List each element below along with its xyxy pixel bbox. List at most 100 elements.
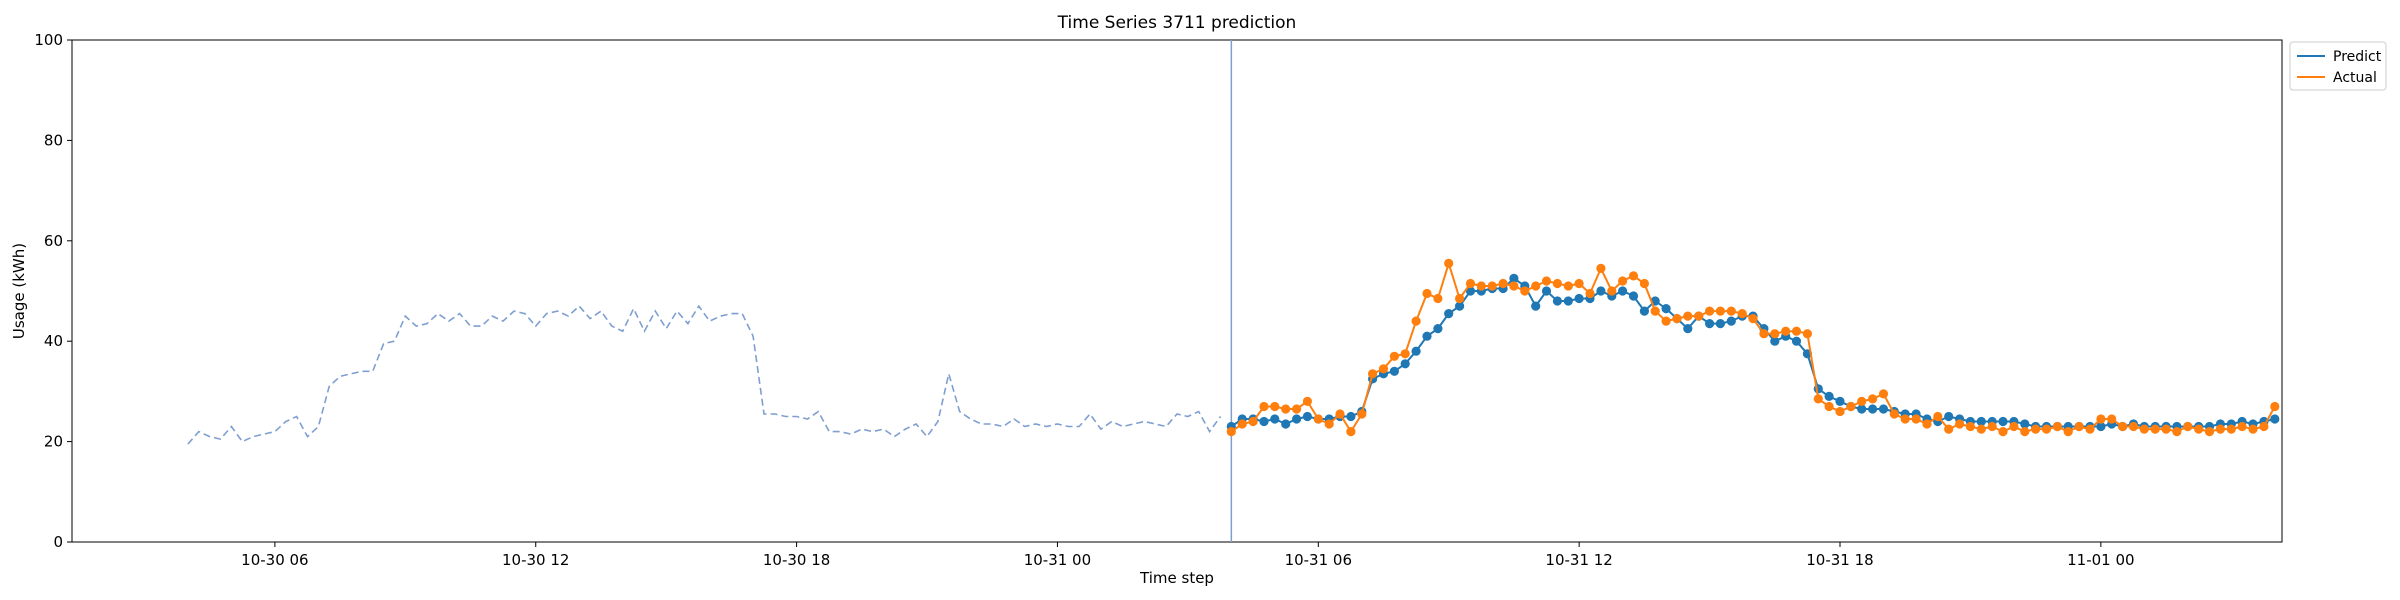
actual-point — [2118, 421, 2128, 432]
actual-point — [1737, 309, 1747, 319]
predict-point — [1281, 419, 1291, 429]
actual-point — [1846, 401, 1856, 412]
predict-point — [1998, 416, 2008, 427]
actual-point — [1868, 394, 1878, 404]
actual-point — [1944, 424, 1954, 434]
actual-point — [1378, 364, 1389, 374]
legend-actual-label: Actual — [2333, 70, 2377, 86]
chart-title: Time Series 3711 prediction — [1057, 13, 1297, 33]
predict-point — [1465, 286, 1476, 296]
predict-point — [1509, 273, 1519, 283]
actual-point — [1802, 329, 1812, 339]
predict-point — [1705, 319, 1715, 329]
actual-point — [1813, 394, 1823, 404]
predict-point — [1292, 414, 1302, 424]
predict-point — [1596, 286, 1606, 296]
predict-point — [1433, 324, 1443, 334]
actual-point — [1509, 281, 1519, 291]
actual-point — [1878, 389, 1889, 399]
actual-point — [1292, 404, 1302, 414]
actual-point — [1715, 306, 1725, 316]
actual-point — [1791, 326, 1802, 336]
y-tick-label: 100 — [34, 31, 63, 49]
predict-point — [1400, 359, 1410, 369]
actual-point — [2052, 421, 2062, 432]
actual-point — [1357, 409, 1367, 419]
actual-point — [1965, 421, 1975, 432]
legend-predict-label: Predict — [2333, 49, 2382, 65]
actual-line — [1230, 260, 2276, 434]
actual-point — [2172, 427, 2182, 437]
actual-point — [1683, 311, 1693, 321]
actual-point — [1781, 326, 1791, 336]
actual-point — [1618, 276, 1628, 286]
actual-point — [1759, 329, 1769, 339]
actual-point — [1324, 419, 1334, 429]
actual-point — [1444, 258, 1454, 268]
predict-line — [1230, 277, 2276, 428]
actual-point — [2041, 424, 2052, 434]
actual-point — [2009, 421, 2019, 432]
actual-point — [2248, 424, 2258, 434]
x-tick-label: 10-30 18 — [763, 551, 830, 569]
actual-point — [2031, 424, 2041, 434]
actual-point — [1705, 306, 1715, 316]
actual-point — [1541, 276, 1552, 286]
actual-point — [2063, 427, 2073, 437]
predict-point — [1574, 293, 1584, 304]
predict-point — [1770, 336, 1780, 346]
predict-point — [1259, 416, 1269, 427]
plot-layer — [187, 40, 2280, 542]
actual-point — [2128, 421, 2139, 432]
actual-point — [2020, 427, 2030, 437]
actual-point — [2107, 414, 2117, 424]
actual-point — [1520, 286, 1530, 296]
actual-series — [1226, 258, 2280, 437]
predict-point — [1857, 404, 1867, 414]
predict-point — [1563, 296, 1573, 306]
predict-point — [1618, 286, 1628, 296]
x-tick-label: 11-01 00 — [2067, 551, 2134, 569]
actual-point — [2204, 427, 2215, 437]
predict-point — [1878, 404, 1889, 414]
actual-point — [1639, 278, 1649, 289]
actual-point — [1346, 427, 1356, 437]
predict-point — [1683, 324, 1693, 334]
y-tick-label: 80 — [44, 131, 63, 149]
actual-point — [2259, 421, 2269, 432]
predict-point — [1455, 301, 1465, 311]
actual-point — [1585, 288, 1595, 299]
history-line — [187, 304, 1222, 445]
actual-point — [1563, 281, 1573, 291]
y-tick-label: 20 — [44, 433, 63, 451]
actual-point — [1955, 419, 1965, 429]
actual-point — [1889, 409, 1899, 419]
actual-point — [1422, 288, 1432, 299]
actual-point — [1552, 278, 1562, 289]
predict-point — [1944, 411, 1954, 422]
actual-point — [2139, 424, 2149, 434]
predict-point — [1976, 416, 1986, 427]
predict-point — [1824, 391, 1834, 401]
actual-point — [1498, 278, 1508, 289]
actual-point — [2183, 421, 2193, 432]
y-tick-label: 60 — [44, 232, 63, 250]
y-axis: 0 20 40 60 80 100 — [34, 31, 72, 551]
actual-point — [1259, 401, 1269, 412]
actual-point — [1281, 404, 1291, 414]
predict-point — [1661, 304, 1671, 314]
predict-point — [2020, 419, 2030, 429]
actual-point — [1835, 406, 1845, 417]
actual-point — [1824, 401, 1834, 412]
predict-point — [1835, 396, 1845, 406]
actual-point — [1335, 409, 1345, 419]
actual-point — [1237, 419, 1247, 429]
actual-point — [1650, 306, 1660, 316]
actual-point — [1400, 349, 1410, 359]
actual-point — [1976, 424, 1986, 434]
predict-point — [1791, 336, 1802, 346]
y-axis-label: Usage (kWh) — [10, 243, 28, 339]
predict-point — [1346, 411, 1356, 422]
actual-point — [1694, 311, 1704, 321]
